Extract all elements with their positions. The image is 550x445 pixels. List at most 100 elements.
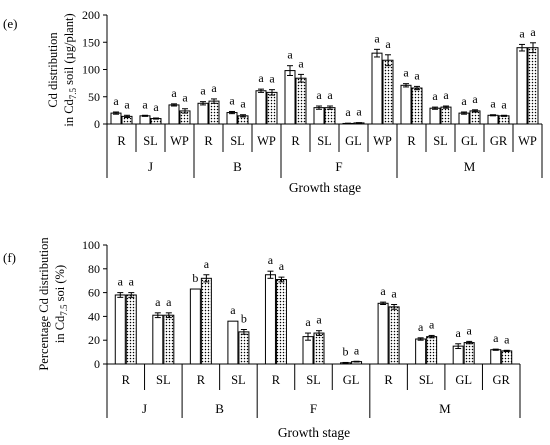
bar-series-2 <box>463 342 475 365</box>
bar-series-1 <box>197 102 209 125</box>
significance-letter: a <box>124 97 130 111</box>
significance-letter: a <box>345 105 351 119</box>
group-label: F <box>310 401 317 416</box>
bar-series-2 <box>208 100 220 125</box>
bar-series-2 <box>469 110 481 125</box>
significance-letter: a <box>472 92 478 106</box>
category-label: WP <box>518 134 537 148</box>
category-label: R <box>384 373 393 387</box>
bar-series-1 <box>168 104 180 125</box>
significance-letter: a <box>380 284 386 298</box>
y-tick-label: 0 <box>94 357 100 371</box>
category-label: R <box>122 373 131 387</box>
significance-letter: a <box>171 86 177 100</box>
category-label: GL <box>455 373 472 387</box>
bar-series-1 <box>415 338 427 365</box>
significance-letter: b <box>192 271 198 285</box>
bar-series-1 <box>377 302 389 365</box>
significance-letter: a <box>118 275 124 289</box>
category-label: WP <box>373 134 392 148</box>
bar-series-1 <box>255 90 267 125</box>
significance-letter: a <box>356 105 362 119</box>
significance-letter: a <box>432 89 438 103</box>
significance-letter: a <box>391 287 397 301</box>
category-labels-e: R SL WP R SL WP R SL GL WP R SL GL GR WP <box>117 134 537 148</box>
panel-label-f: (f) <box>3 250 16 265</box>
significance-letter: a <box>354 343 360 357</box>
significance-letter: a <box>258 71 264 85</box>
category-table-lines-e <box>106 124 543 178</box>
significance-letter: a <box>327 88 333 102</box>
category-label: WP <box>257 134 276 148</box>
bar-series-2 <box>163 314 175 365</box>
significance-letter: a <box>443 88 449 102</box>
y-tick-label: 100 <box>82 238 100 252</box>
y-ticks-e: 0 50 100 150 200 <box>82 8 107 131</box>
category-label: SL <box>433 134 448 148</box>
bar-series-1 <box>371 52 383 125</box>
significance-letter: a <box>418 320 424 334</box>
category-label: SL <box>143 134 158 148</box>
x-axis-title-e: Growth stage <box>289 180 361 195</box>
significance-letter: a <box>113 94 119 108</box>
significance-letter: a <box>153 100 159 114</box>
bar-series-2 <box>324 107 336 125</box>
significance-letter: a <box>279 259 285 273</box>
bar-series-2 <box>382 59 394 125</box>
category-label: R <box>117 134 126 148</box>
significance-letter: a <box>467 323 473 337</box>
significance-letter: a <box>414 68 420 82</box>
y-tick-label: 60 <box>88 286 100 300</box>
significance-letter: a <box>490 97 496 111</box>
category-labels-f: R SL R SL R SL GL R SL GL GR <box>122 373 511 387</box>
bar-series-2 <box>238 331 250 365</box>
bar-series-1 <box>264 274 276 365</box>
significance-letter: a <box>142 97 148 111</box>
significance-letter: a <box>403 66 409 80</box>
category-label: GL <box>345 134 362 148</box>
significance-letter: a <box>461 94 467 108</box>
bar-series-1 <box>490 349 502 365</box>
chart-e: (e) Cd distribution in Cd7.5 soil (µg/pl… <box>3 8 543 195</box>
bar-series-2 <box>440 106 452 125</box>
y-axis-title-f-line2: in Cd7.5 soi (%) <box>53 265 69 343</box>
bar-series-2 <box>527 47 539 125</box>
significance-letter: a <box>268 253 274 267</box>
significance-letter: a <box>240 97 246 111</box>
bar-series-2 <box>501 350 513 365</box>
significance-letter: a <box>305 315 311 329</box>
bar-series-1 <box>227 320 239 365</box>
x-axis-title-f: Growth stage <box>278 425 350 440</box>
significance-letter: a <box>501 97 507 111</box>
y-tick-label: 200 <box>82 8 100 22</box>
bar-series-2 <box>426 336 438 365</box>
group-label: B <box>215 401 224 416</box>
bar-series-2 <box>266 91 278 125</box>
y-axis-title-f-line1: Percentage Cd distribution <box>37 237 51 371</box>
significance-letter: a <box>211 81 217 95</box>
category-label: GR <box>490 134 508 148</box>
category-label: WP <box>170 134 189 148</box>
significance-letter: a <box>385 37 391 51</box>
category-label: GL <box>461 134 478 148</box>
category-label: R <box>197 373 206 387</box>
bar-series-2 <box>200 277 212 365</box>
significance-letter: a <box>493 331 499 345</box>
significance-letter: a <box>316 88 322 102</box>
bar-series-1 <box>400 84 412 125</box>
category-label: GR <box>493 373 511 387</box>
bar-series-1 <box>302 336 314 365</box>
significance-letter: b <box>241 311 247 325</box>
bar-series-2 <box>313 332 325 365</box>
bar-series-2 <box>411 87 423 125</box>
significance-letter: a <box>316 313 322 327</box>
y-axis-title-e-line1: Cd distribution <box>46 32 60 108</box>
significance-letter: a <box>129 275 135 289</box>
y-axis-title-e-line2: in Cd7.5 soil (µg/plant) <box>62 13 78 126</box>
category-label: SL <box>317 134 332 148</box>
y-tick-label: 150 <box>82 35 100 49</box>
